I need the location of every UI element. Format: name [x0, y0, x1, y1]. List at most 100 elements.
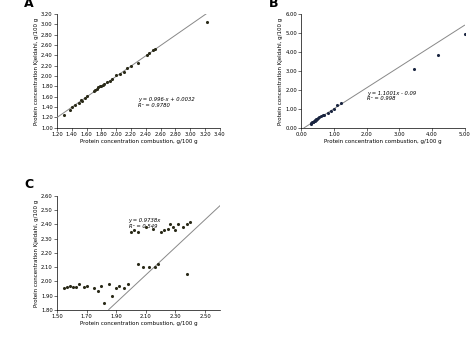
Point: [90, 88, 98, 93]
Point: [130, 227, 138, 233]
Text: y = 0.996·x + 0.0032
R² = 0.9780: y = 0.996·x + 0.0032 R² = 0.9780: [138, 98, 195, 108]
Point: [61, 112, 68, 118]
Point: [314, 115, 321, 121]
Point: [124, 65, 131, 71]
Point: [66, 283, 74, 288]
Text: B: B: [269, 0, 278, 10]
Point: [169, 225, 176, 230]
Point: [461, 31, 468, 37]
Point: [312, 117, 319, 122]
Point: [135, 262, 142, 267]
Point: [145, 51, 153, 56]
Point: [112, 285, 120, 291]
Point: [313, 116, 321, 121]
Point: [115, 283, 123, 288]
Point: [75, 100, 83, 106]
Point: [164, 226, 172, 232]
X-axis label: Protein concentration combustion, g/100 g: Protein concentration combustion, g/100 …: [80, 139, 197, 144]
Point: [71, 102, 79, 108]
Point: [160, 227, 167, 233]
Point: [157, 229, 164, 234]
Point: [91, 87, 99, 92]
Point: [337, 100, 345, 106]
Point: [327, 108, 335, 114]
X-axis label: Protein concentration combustion, g/100 g: Protein concentration combustion, g/100 …: [80, 321, 197, 326]
Point: [316, 114, 323, 120]
Point: [151, 46, 158, 52]
Point: [317, 114, 325, 119]
Point: [107, 78, 114, 84]
Point: [310, 119, 317, 125]
Point: [139, 264, 146, 270]
Point: [95, 85, 102, 90]
Y-axis label: Protein concentration Kjeldahl, g/100 g: Protein concentration Kjeldahl, g/100 g: [34, 199, 39, 307]
Point: [83, 93, 91, 99]
Point: [330, 106, 338, 112]
Point: [96, 84, 104, 89]
Point: [116, 71, 124, 76]
Point: [90, 285, 98, 291]
Point: [410, 66, 418, 72]
Point: [144, 52, 151, 58]
Point: [105, 281, 112, 287]
Point: [127, 63, 135, 69]
Text: y = 0.9738x
R² = 0.549: y = 0.9738x R² = 0.549: [128, 218, 161, 229]
Y-axis label: Protein concentration Kjeldahl, g/100 g: Protein concentration Kjeldahl, g/100 g: [34, 17, 39, 125]
Point: [310, 118, 318, 124]
Point: [73, 284, 80, 290]
Point: [68, 104, 75, 110]
Point: [120, 285, 128, 291]
Point: [103, 80, 111, 85]
Point: [151, 264, 158, 270]
X-axis label: Protein concentration combustion, g/100 g: Protein concentration combustion, g/100 …: [324, 139, 442, 144]
Point: [174, 222, 182, 227]
Point: [120, 69, 128, 75]
Point: [307, 121, 314, 126]
Point: [99, 83, 107, 88]
Point: [108, 293, 116, 298]
Point: [98, 283, 105, 288]
Point: [124, 281, 132, 287]
Point: [334, 102, 341, 108]
Point: [309, 119, 316, 125]
Point: [75, 281, 83, 287]
Point: [172, 227, 179, 233]
Point: [135, 229, 142, 234]
Point: [112, 72, 120, 78]
Text: C: C: [24, 178, 33, 191]
Point: [435, 52, 442, 58]
Text: y = 1.1001x - 0.09
R² = 0.998: y = 1.1001x - 0.09 R² = 0.998: [367, 90, 416, 101]
Point: [154, 262, 162, 267]
Point: [179, 225, 187, 230]
Point: [80, 284, 87, 290]
Point: [95, 289, 102, 294]
Point: [308, 120, 315, 126]
Point: [320, 112, 328, 117]
Point: [311, 118, 319, 123]
Point: [100, 300, 108, 306]
Point: [308, 120, 316, 125]
Point: [183, 222, 191, 227]
Text: A: A: [24, 0, 34, 10]
Point: [100, 82, 108, 87]
Point: [98, 84, 105, 89]
Point: [166, 222, 173, 227]
Point: [83, 283, 91, 288]
Point: [145, 264, 153, 270]
Point: [69, 284, 77, 290]
Point: [324, 110, 331, 115]
Point: [109, 76, 116, 82]
Point: [313, 117, 320, 122]
Point: [135, 61, 142, 66]
Point: [66, 107, 74, 113]
Point: [149, 48, 157, 53]
Point: [142, 225, 150, 230]
Point: [61, 285, 68, 291]
Point: [149, 226, 157, 232]
Point: [77, 98, 84, 103]
Point: [311, 118, 319, 124]
Point: [203, 19, 210, 25]
Point: [81, 95, 89, 101]
Point: [319, 113, 327, 118]
Point: [78, 98, 86, 104]
